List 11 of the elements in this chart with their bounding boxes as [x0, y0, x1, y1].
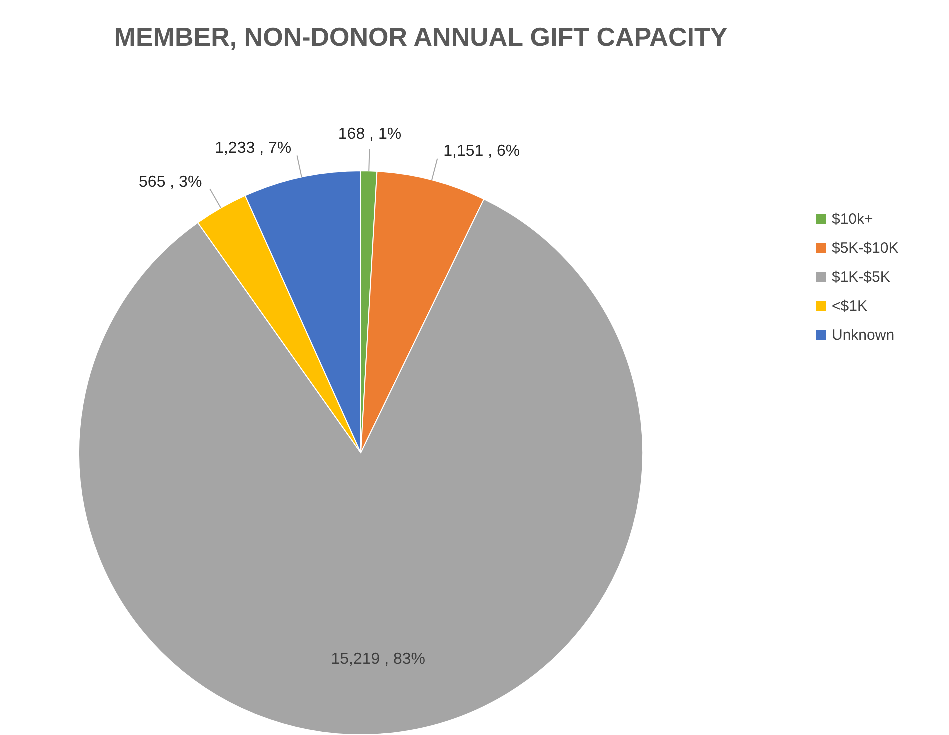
- data-label: 168 , 1%: [338, 126, 402, 144]
- legend-label: $10k+: [832, 211, 874, 228]
- data-label: 565 , 3%: [139, 174, 202, 192]
- data-label: 1,233 , 7%: [215, 140, 292, 157]
- data-label: 15,219 , 83%: [331, 650, 426, 668]
- legend-label: $5K-$10K: [832, 240, 899, 257]
- data-label: 1,151 , 6%: [444, 143, 520, 160]
- legend-label: Unknown: [832, 327, 895, 344]
- legend-label: <$1K: [832, 298, 868, 315]
- legend-label: $1K-$5K: [832, 269, 890, 286]
- chart-title: MEMBER, NON-DONOR ANNUAL GIFT CAPACITY: [114, 22, 728, 52]
